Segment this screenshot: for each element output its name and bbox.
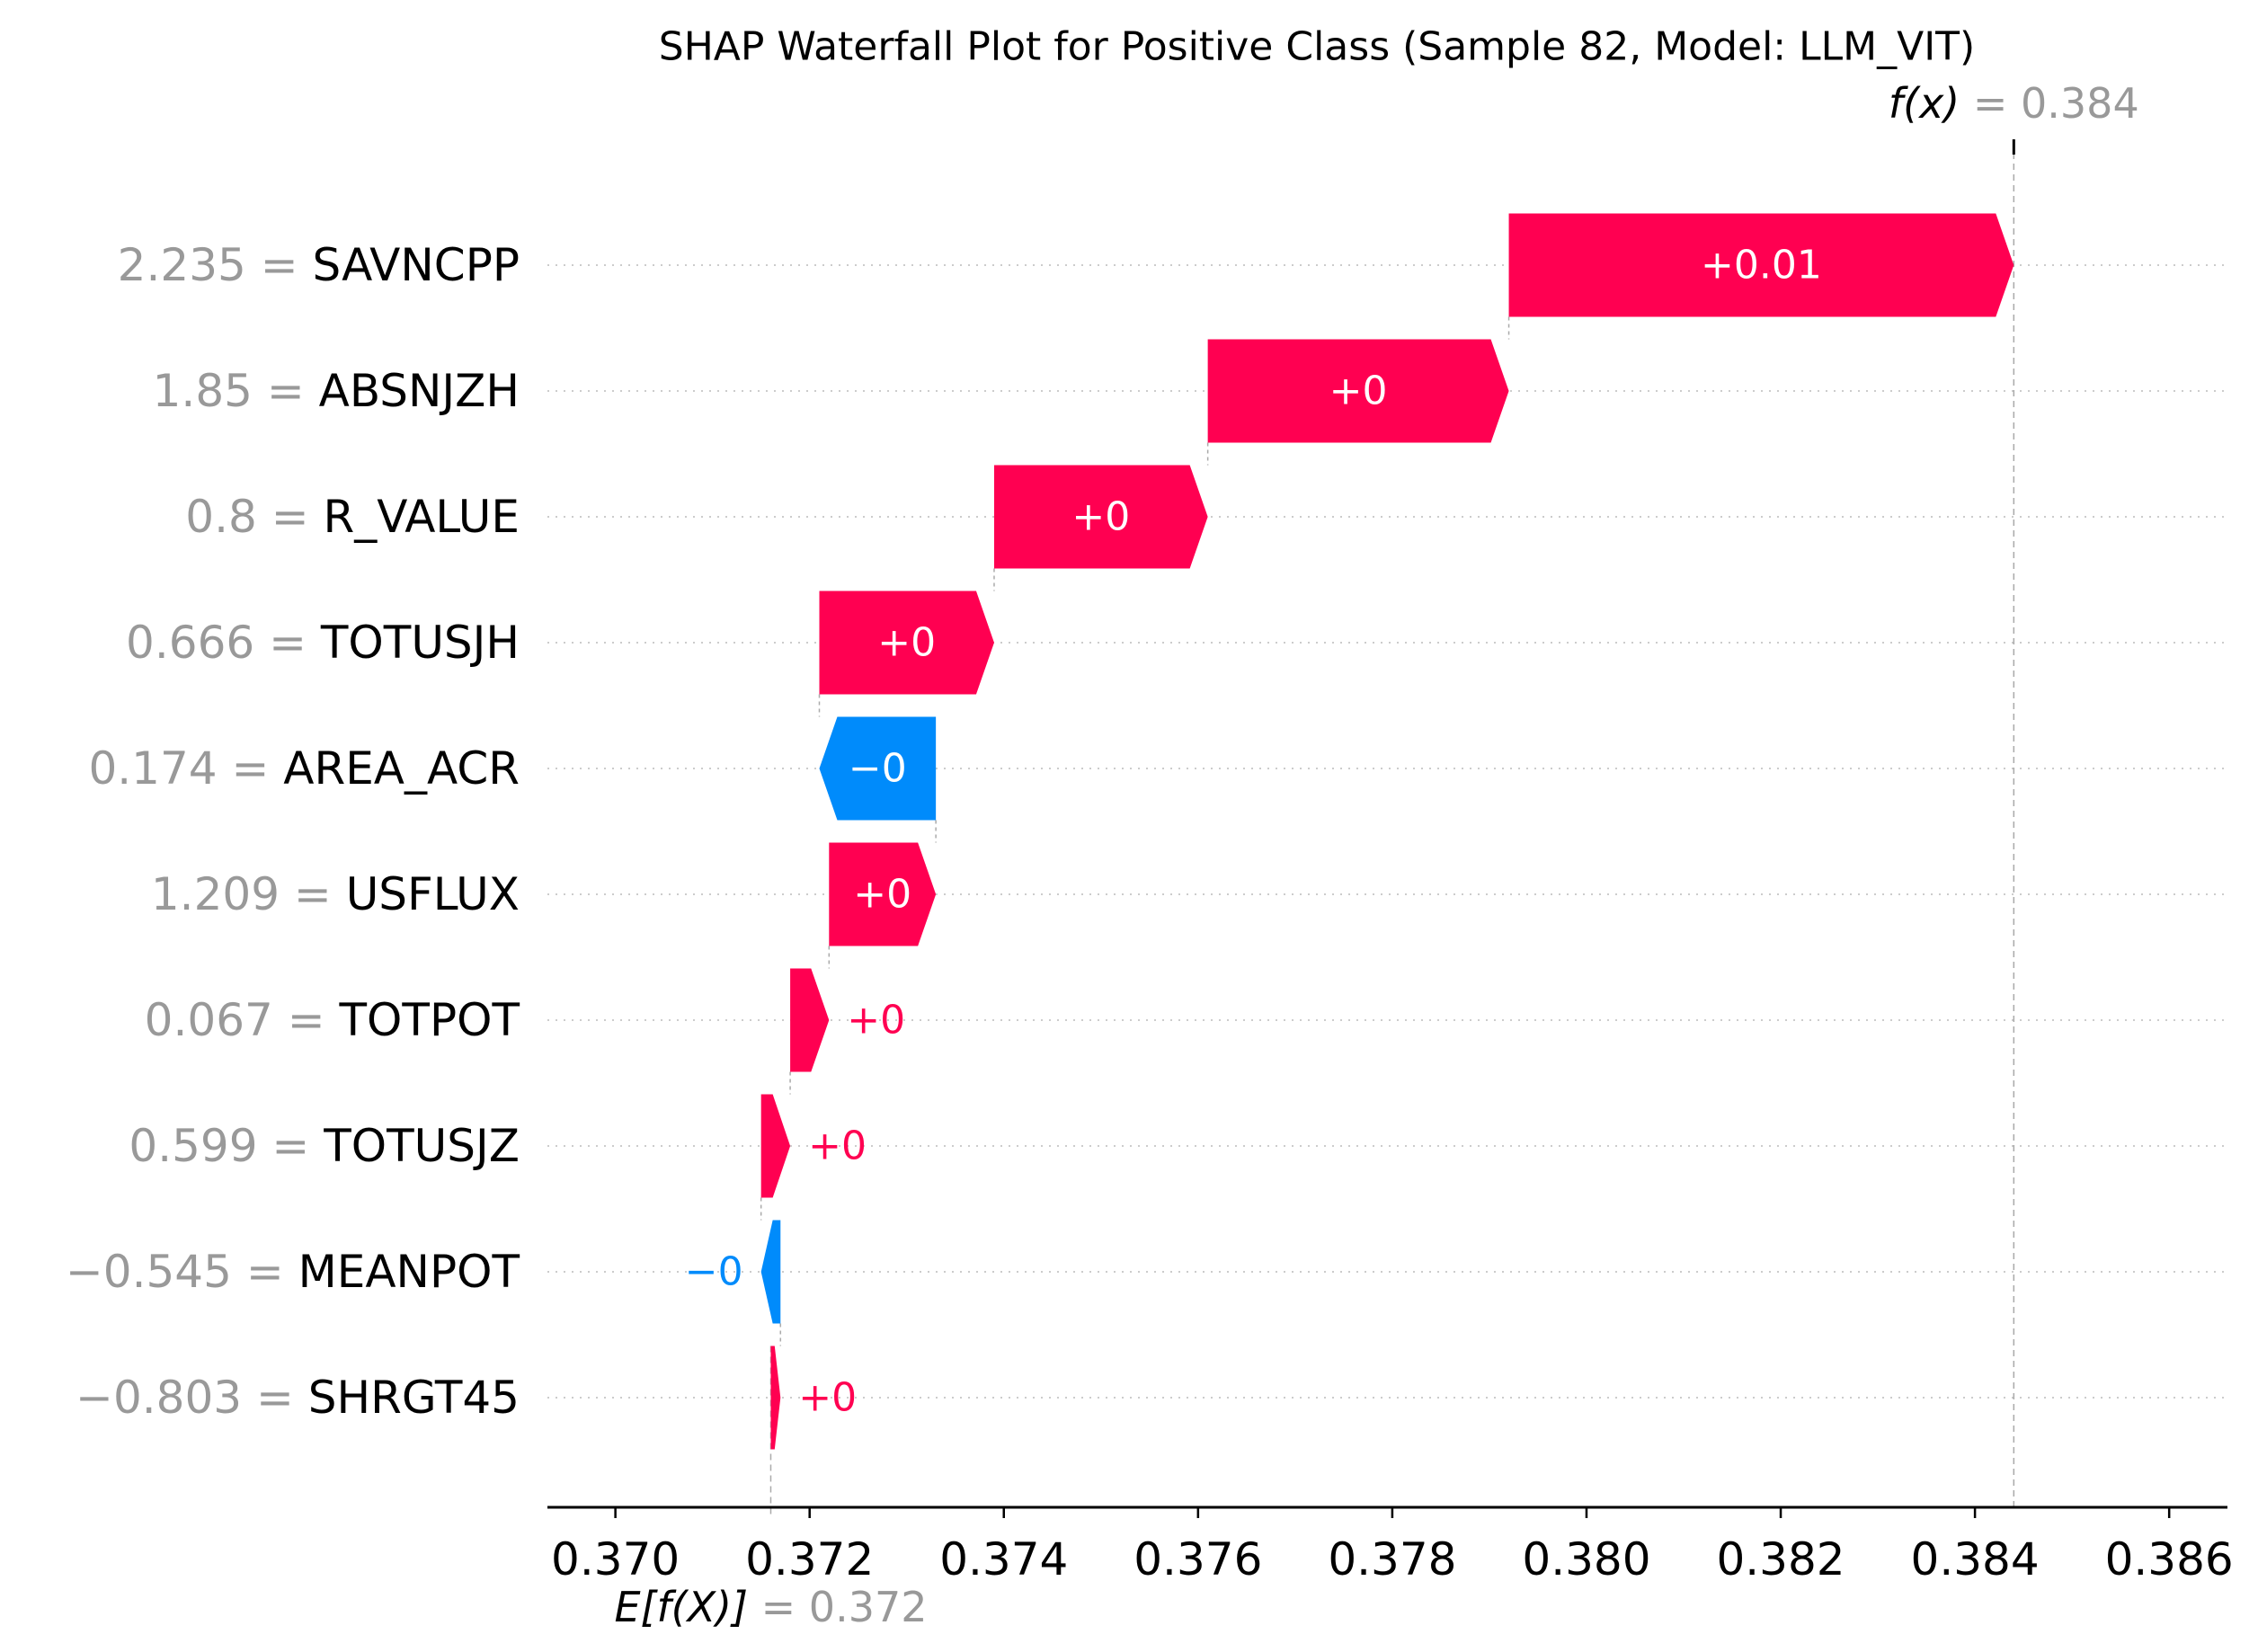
feature-value: 0.666 <box>126 617 254 669</box>
bar-value-label: +0 <box>877 620 936 666</box>
feature-label: 1.209 = USFLUX <box>151 868 520 920</box>
feature-equals: = <box>273 994 340 1046</box>
feature-equals: = <box>232 1246 298 1298</box>
bar-value-label: +0.01 <box>1701 243 1822 289</box>
bar-value-label: +0 <box>1329 369 1388 414</box>
bar-value-label: +0 <box>847 998 905 1044</box>
output-value-number: = 0.384 <box>1973 79 2139 128</box>
feature-value: 1.85 <box>153 365 253 417</box>
feature-label: 0.599 = TOTUSJZ <box>129 1120 520 1172</box>
output-value-annotation: f(x) = 0.384 <box>1889 79 2139 128</box>
contribution-bar <box>790 968 830 1072</box>
output-value-spacer <box>1960 79 1973 128</box>
reference-lines <box>769 139 2015 1514</box>
bar-value-label: +0 <box>853 872 911 918</box>
x-tick-label: 0.370 <box>551 1533 680 1585</box>
feature-name: TOTUSJZ <box>323 1120 520 1172</box>
base-value-spacer <box>748 1583 761 1631</box>
contribution-bars: +0.01 +0 +0 +0 −0 +0 +0 +0 −0 +0 <box>685 213 2014 1450</box>
feature-name: MEANPOT <box>298 1246 520 1298</box>
base-value-number: = 0.372 <box>761 1583 928 1631</box>
chart-title: SHAP Waterfall Plot for Positive Class (… <box>659 24 1975 70</box>
feature-value: 0.8 <box>185 491 257 543</box>
feature-equals: = <box>253 365 319 417</box>
bar-value-label: +0 <box>798 1375 857 1421</box>
feature-equals: = <box>254 617 321 669</box>
feature-label: 0.8 = R_VALUE <box>185 491 520 543</box>
contribution-bar <box>819 591 994 695</box>
feature-name: USFLUX <box>346 868 520 920</box>
base-value-annotation: E[f(X)] = 0.372 <box>614 1583 927 1631</box>
feature-value: 0.067 <box>145 994 273 1046</box>
contribution-bar <box>760 1220 781 1324</box>
feature-equals: = <box>246 239 313 291</box>
feature-label: 2.235 = SAVNCPP <box>118 239 520 291</box>
feature-value: 0.174 <box>88 742 217 795</box>
x-tick-label: 0.380 <box>1522 1533 1650 1585</box>
contribution-bar <box>1508 213 2014 317</box>
feature-equals: = <box>242 1372 308 1424</box>
bar-value-label: +0 <box>808 1124 867 1169</box>
bar-value-label: +0 <box>1071 494 1130 540</box>
x-tick-label: 0.382 <box>1716 1533 1845 1585</box>
feature-name: SHRGT45 <box>308 1372 520 1424</box>
feature-equals: = <box>218 742 284 795</box>
x-tick-label: 0.374 <box>939 1533 1068 1585</box>
x-tick-label: 0.372 <box>745 1533 874 1585</box>
feature-value: −0.803 <box>76 1372 242 1424</box>
feature-label: 1.85 = ABSNJZH <box>153 365 520 417</box>
feature-label: −0.545 = MEANPOT <box>66 1246 520 1298</box>
feature-label: 0.666 = TOTUSJH <box>126 617 520 669</box>
contribution-bar <box>760 1094 791 1198</box>
feature-equals: = <box>280 868 346 920</box>
contribution-bar <box>770 1346 781 1450</box>
feature-name: AREA_ACR <box>283 742 520 795</box>
feature-value: 1.209 <box>151 868 280 920</box>
feature-label: 0.067 = TOTPOT <box>145 994 520 1046</box>
feature-name: TOTPOT <box>339 994 520 1046</box>
bar-value-label: −0 <box>685 1249 743 1295</box>
x-tick-label: 0.376 <box>1133 1533 1262 1585</box>
base-value-prefix: E[f(X)] <box>614 1583 748 1631</box>
contribution-bar <box>829 842 937 946</box>
feature-value: −0.545 <box>66 1246 232 1298</box>
feature-equals: = <box>258 1120 324 1172</box>
x-axis: 0.370 0.372 0.374 0.376 0.378 0.380 0.382 0.384… <box>547 1505 2234 1585</box>
feature-equals: = <box>257 491 324 543</box>
contribution-bar <box>1207 339 1509 443</box>
feature-value: 0.599 <box>129 1120 257 1172</box>
feature-label: −0.803 = SHRGT45 <box>76 1372 520 1424</box>
feature-labels: 2.235 = SAVNCPP 1.85 = ABSNJZH 0.8 = R_VAL… <box>66 239 520 1424</box>
feature-name: ABSNJZH <box>319 365 520 417</box>
x-tick-label: 0.386 <box>2105 1533 2234 1585</box>
bar-value-label: −0 <box>849 746 907 792</box>
output-value-prefix: f(x) <box>1889 79 1960 128</box>
feature-value: 2.235 <box>118 239 246 291</box>
x-tick-label: 0.384 <box>1911 1533 2040 1585</box>
feature-name: SAVNCPP <box>313 239 520 291</box>
contribution-bar <box>993 465 1208 569</box>
contribution-bar <box>819 716 937 821</box>
feature-name: R_VALUE <box>323 491 520 543</box>
feature-label: 0.174 = AREA_ACR <box>88 742 520 795</box>
feature-name: TOTUSJH <box>320 617 520 669</box>
x-tick-label: 0.378 <box>1328 1533 1456 1585</box>
value-annotations: E[f(X)] = 0.372 f(x) = 0.384 <box>614 79 2138 1631</box>
